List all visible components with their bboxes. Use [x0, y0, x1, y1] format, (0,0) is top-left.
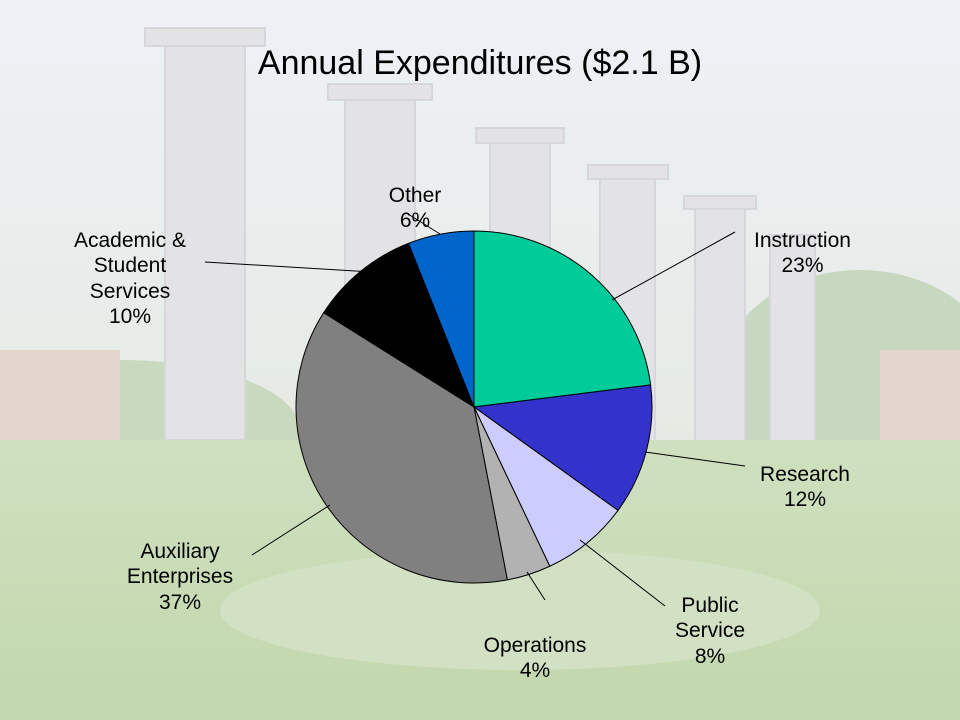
slice-label-instruction: Instruction 23%	[754, 229, 851, 278]
slice-label-academic-student-services: Academic & Student Services 10%	[73, 229, 187, 328]
leader-line-other	[407, 213, 441, 235]
slice-label-operations: Operations 4%	[483, 634, 587, 683]
slice-label-auxiliary-enterprises: Auxiliary Enterprises 37%	[126, 540, 234, 614]
slice-label-other: Other 6%	[388, 184, 442, 233]
leader-line-academic-student-services	[204, 261, 373, 273]
leader-line-research	[644, 451, 746, 467]
pie-slice-public-service	[473, 406, 619, 567]
pie-slice-research	[472, 384, 653, 512]
leader-line-operations	[526, 571, 546, 601]
pie-slice-other	[407, 230, 475, 408]
leader-line-instruction	[611, 231, 736, 301]
leader-line-public-service	[579, 539, 666, 607]
chart-title: Annual Expenditures ($2.1 B)	[257, 44, 703, 82]
pie-slice-instruction	[473, 230, 652, 408]
slice-label-research: Research 12%	[760, 463, 850, 512]
slice-label-public-service: Public Service 8%	[674, 594, 746, 668]
leader-line-auxiliary-enterprises	[251, 504, 331, 556]
pie-slice-auxiliary-enterprises	[295, 312, 508, 584]
